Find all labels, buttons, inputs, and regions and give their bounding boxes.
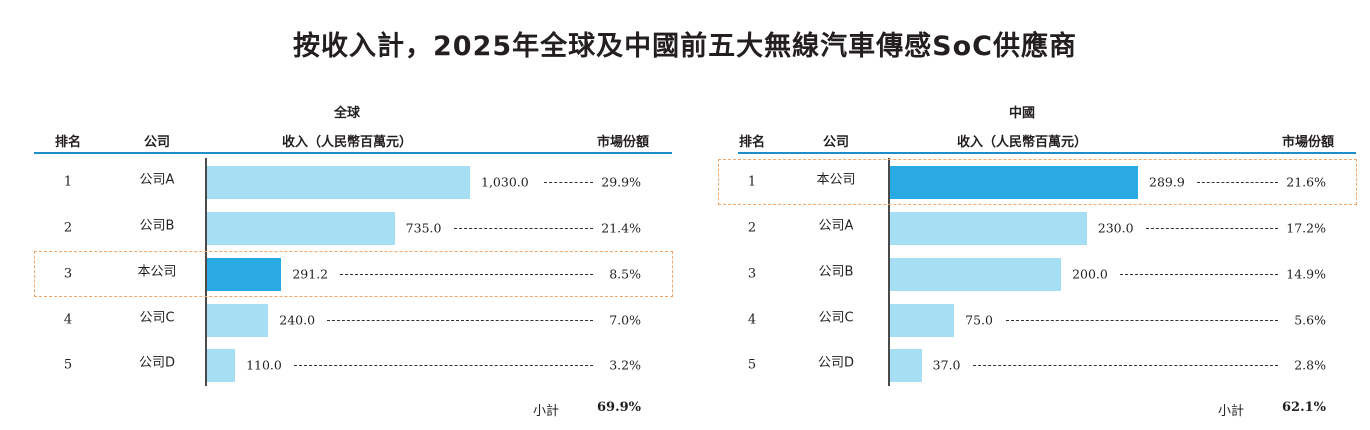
share-label: 2.8% [1294, 357, 1326, 373]
subtotal-value: 69.9% [596, 400, 641, 415]
leader-line [294, 365, 593, 366]
bar [207, 257, 282, 291]
value-label: 230.0 [1097, 220, 1134, 236]
company-cell: 公司B [139, 218, 175, 234]
leader-line [1145, 228, 1278, 229]
bar [890, 211, 1087, 245]
bar [890, 257, 1062, 291]
leader-line [453, 228, 593, 229]
rank-cell: 2 [747, 220, 757, 236]
chart-title: 按收入計，2025年全球及中國前五大無線汽車傳感SoC供應商 [293, 31, 1077, 62]
share-label: 7.0% [609, 312, 641, 328]
value-label: 200.0 [1072, 266, 1108, 282]
rank-cell: 4 [747, 312, 757, 328]
value-label: 291.2 [292, 266, 329, 282]
header-rank: 排名 [738, 135, 766, 150]
rank-cell: 3 [63, 266, 73, 282]
header-company: 公司 [143, 135, 171, 150]
share-label: 8.5% [609, 266, 641, 282]
leader-line [1120, 274, 1278, 275]
leader-line [1005, 320, 1278, 321]
header-share: 市場份額 [1281, 135, 1335, 150]
header-share: 市場份額 [596, 135, 650, 150]
rank-cell: 4 [63, 312, 73, 328]
value-label: 240.0 [279, 312, 316, 328]
bar [890, 303, 955, 337]
bar [890, 348, 922, 382]
company-cell: 公司C [139, 310, 175, 326]
rank-cell: 5 [63, 357, 73, 373]
subtotal-label: 小計 [1218, 404, 1245, 419]
value-label: 110.0 [246, 357, 282, 373]
value-label: 735.0 [405, 220, 442, 236]
highlight-box [718, 159, 1357, 205]
header-rule [738, 152, 1356, 154]
company-cell: 公司B [818, 264, 854, 280]
header-company: 公司 [822, 135, 850, 150]
value-label: 75.0 [965, 312, 993, 328]
bar-axis [205, 158, 207, 386]
header-revenue: 收入（人民幣百萬元） [281, 135, 413, 150]
leader-line [973, 365, 1278, 366]
share-label: 3.2% [609, 357, 641, 373]
leader-line [327, 320, 593, 321]
rank-cell: 1 [747, 174, 757, 190]
share-label: 14.9% [1286, 266, 1326, 282]
bar [207, 348, 236, 382]
rank-cell: 2 [63, 220, 73, 236]
share-label: 5.6% [1294, 312, 1326, 328]
company-cell: 本公司 [816, 172, 856, 188]
company-cell: 公司A [818, 218, 854, 234]
value-label: 37.0 [932, 357, 961, 373]
rank-cell: 5 [747, 357, 757, 373]
panel-title: 中國 [1008, 106, 1036, 121]
company-cell: 公司C [818, 310, 854, 326]
share-label: 29.9% [601, 174, 641, 190]
rank-cell: 3 [747, 266, 757, 282]
bar [890, 165, 1138, 199]
bar [207, 165, 470, 199]
bar-axis [888, 158, 890, 386]
value-label: 289.9 [1149, 174, 1185, 190]
share-label: 21.4% [601, 220, 641, 236]
leader-line [340, 274, 593, 275]
subtotal-label: 小計 [533, 404, 560, 419]
rank-cell: 1 [63, 174, 73, 190]
header-revenue: 收入（人民幣百萬元） [956, 135, 1088, 150]
bar [207, 303, 269, 337]
company-cell: 公司D [138, 355, 176, 371]
value-label: 1,030.0 [481, 174, 529, 190]
header-rule [34, 152, 672, 154]
share-label: 21.6% [1286, 174, 1326, 190]
leader-line [1197, 182, 1278, 183]
company-cell: 公司A [139, 172, 175, 188]
company-cell: 本公司 [137, 264, 177, 280]
header-rank: 排名 [54, 135, 82, 150]
subtotal-value: 62.1% [1281, 400, 1326, 415]
panel-title: 全球 [333, 106, 361, 121]
bar [207, 211, 395, 245]
highlight-box [34, 251, 673, 297]
company-cell: 公司D [817, 355, 855, 371]
leader-line [544, 182, 593, 183]
share-label: 17.2% [1286, 220, 1326, 236]
